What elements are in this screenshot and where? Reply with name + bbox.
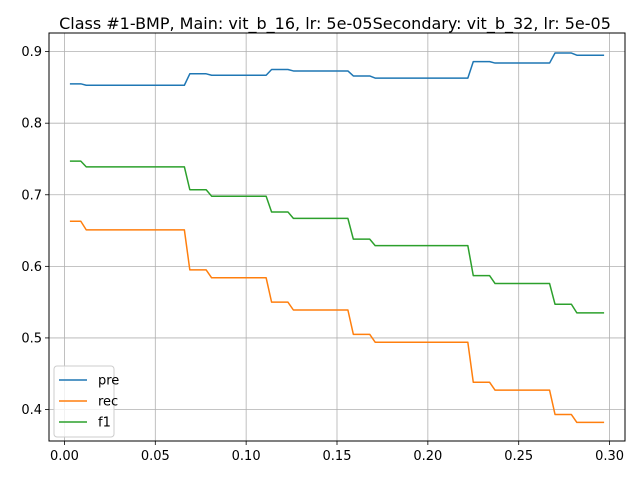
x-tick-label: 0.05 bbox=[141, 449, 170, 464]
y-tick-label: 0.6 bbox=[21, 260, 42, 275]
series-layer bbox=[69, 52, 605, 424]
y-tick-label: 0.4 bbox=[21, 403, 42, 418]
y-tick-label: 0.9 bbox=[21, 45, 42, 60]
y-axis: 0.4 0.5 0.6 0.7 0.8 0.9 bbox=[21, 45, 49, 418]
grid-lines bbox=[49, 33, 625, 441]
x-tick-label: 0.10 bbox=[232, 449, 261, 464]
y-tick-label: 0.7 bbox=[21, 188, 42, 203]
legend-label-rec: rec bbox=[98, 395, 118, 410]
x-tick-label: 0.25 bbox=[504, 449, 533, 464]
x-tick-label: 0.00 bbox=[50, 449, 79, 464]
legend-label-pre: pre bbox=[98, 374, 119, 389]
chart-title: Class #1-BMP, Main: vit_b_16, lr: 5e-05S… bbox=[59, 14, 611, 34]
y-tick-label: 0.5 bbox=[21, 331, 42, 346]
x-axis: 0.00 0.05 0.10 0.15 0.20 0.25 0.30 bbox=[50, 441, 624, 464]
legend-label-f1: f1 bbox=[98, 416, 111, 431]
series-line-pre bbox=[69, 52, 605, 86]
series-line-f1 bbox=[69, 160, 605, 314]
x-tick-label: 0.15 bbox=[323, 449, 352, 464]
y-tick-label: 0.8 bbox=[21, 117, 42, 132]
series-line-rec bbox=[69, 220, 605, 424]
x-tick-label: 0.30 bbox=[595, 449, 624, 464]
legend: pre rec f1 bbox=[53, 365, 119, 438]
x-tick-label: 0.20 bbox=[413, 449, 442, 464]
